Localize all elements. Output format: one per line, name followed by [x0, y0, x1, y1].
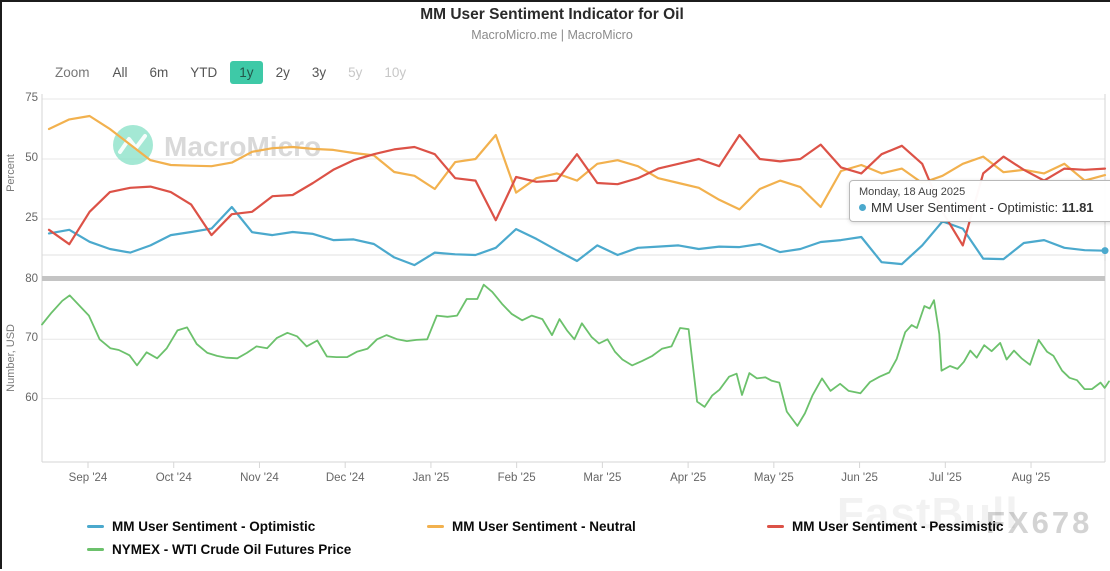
fx678-watermark: FX678: [986, 505, 1093, 540]
x-label-jul25: Jul '25: [929, 472, 962, 484]
range-button-5y: 5y: [339, 61, 371, 84]
y-tick-80: 80: [25, 273, 38, 285]
x-label-mar25: Mar '25: [583, 472, 621, 484]
wti-legend-swatch: [87, 548, 104, 551]
optimistic-legend-swatch: [87, 525, 104, 528]
bottom-axis-title: Number, USD: [5, 324, 17, 392]
range-button-all[interactable]: All: [104, 61, 137, 84]
fastbull-watermark: FastBull: [837, 489, 1019, 538]
y-tick-75: 75: [25, 92, 38, 104]
tooltip-value: 11.81: [1061, 200, 1094, 215]
tooltip-series-name: MM User Sentiment - Optimistic: [871, 200, 1055, 215]
range-button-3y[interactable]: 3y: [303, 61, 335, 84]
pessimistic-line: [47, 133, 1107, 247]
top-axis-title: Percent: [5, 154, 17, 192]
range-button-6m[interactable]: 6m: [141, 61, 178, 84]
tooltip: Monday, 18 Aug 2025 MM User Sentiment - …: [849, 180, 1110, 222]
legend-label-pessimistic: MM User Sentiment - Pessimistic: [792, 519, 1004, 534]
x-label-nov24: Nov '24: [240, 472, 279, 484]
x-label-apr25: Apr '25: [670, 472, 706, 484]
tooltip-series-marker-icon: [859, 204, 866, 211]
x-label-dec24: Dec '24: [326, 472, 365, 484]
tooltip-date: Monday, 18 Aug 2025: [859, 186, 966, 198]
y-tick-70: 70: [25, 332, 38, 344]
legend-label-neutral: MM User Sentiment - Neutral: [452, 519, 636, 534]
range-button-1y[interactable]: 1y: [230, 61, 263, 84]
x-label-feb25: Feb '25: [498, 472, 536, 484]
range-button-ytd[interactable]: YTD: [181, 61, 226, 84]
zoom-label: Zoom: [55, 65, 90, 80]
y-tick-60: 60: [25, 392, 38, 404]
optimistic-line: [47, 205, 1107, 267]
range-button-2y[interactable]: 2y: [267, 61, 299, 84]
x-label-oct24: Oct '24: [156, 472, 193, 484]
macromicro-logo-wave-icon: [118, 134, 147, 154]
chart-title: MM User Sentiment Indicator for Oil: [420, 6, 684, 23]
pessimistic-legend-swatch: [767, 525, 784, 528]
range-button-10y: 10y: [375, 61, 415, 84]
hover-point-marker: [1101, 247, 1109, 255]
x-label-may25: May '25: [754, 472, 794, 484]
legend-label-wti: NYMEX - WTI Crude Oil Futures Price: [112, 542, 352, 557]
legend-item-pessimistic[interactable]: MM User Sentiment - Pessimistic: [767, 519, 1004, 534]
legend-item-optimistic[interactable]: MM User Sentiment - Optimistic: [87, 519, 315, 534]
x-label-sep24: Sep '24: [69, 472, 108, 484]
tooltip-row: MM User Sentiment - Optimistic: 11.81: [859, 200, 1110, 215]
tooltip-separator: :: [1054, 200, 1062, 215]
wti-price-line: [41, 283, 1110, 427]
y-tick-50: 50: [25, 152, 38, 164]
y-tick-25: 25: [25, 212, 38, 224]
neutral-legend-swatch: [427, 525, 444, 528]
x-label-aug25: Aug '25: [1012, 472, 1051, 484]
panel-separator: [42, 276, 1105, 281]
legend-item-neutral[interactable]: MM User Sentiment - Neutral: [427, 519, 636, 534]
legend-item-wti-price[interactable]: NYMEX - WTI Crude Oil Futures Price: [87, 542, 351, 557]
x-label-jun25: Jun '25: [841, 472, 878, 484]
legend-label-optimistic: MM User Sentiment - Optimistic: [112, 519, 316, 534]
zoom-toolbar: Zoom All 6m YTD 1y 2y 3y 5y 10y: [55, 61, 419, 84]
chart-subtitle: MacroMicro.me | MacroMicro: [471, 28, 633, 42]
x-label-jan25: Jan '25: [413, 472, 450, 484]
